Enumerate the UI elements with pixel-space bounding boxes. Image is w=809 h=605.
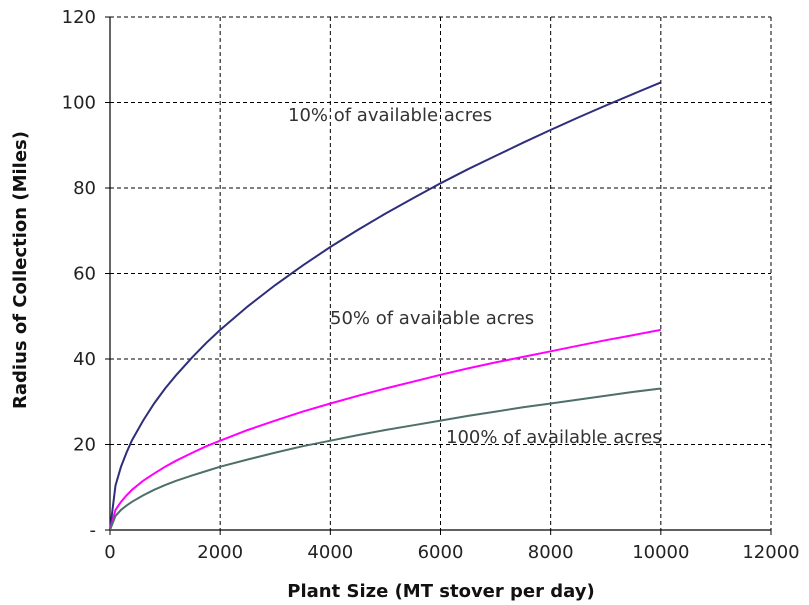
x-tick-label: 12000 [742,542,799,563]
x-tick-label: 6000 [418,542,464,563]
annotation-50-percent: 50% of available acres [330,308,534,329]
y-tick-label: 20 [73,435,96,456]
series-layer [109,81,662,531]
y-tick-label: 60 [73,264,96,285]
grid-layer [110,16,772,530]
series-line-100-percent [109,387,661,531]
y-tick-label: - [90,520,97,541]
y-tick-label: 80 [73,178,96,199]
x-tick-label: 10000 [632,542,689,563]
series-line-50-percent [109,328,661,531]
series-line-10-percent [109,81,662,531]
x-tick-label: 2000 [197,542,243,563]
x-tick-label: 0 [104,542,115,563]
annotation-100-percent: 100% of available acres [446,427,662,448]
y-axis-title: Radius of Collection (Miles) [10,131,31,409]
y-tick-label: 100 [62,93,96,114]
x-tick-label: 8000 [528,542,574,563]
tick-layer: 0 2000 4000 6000 8000 10000 12000 - 20 40 60 80 100 1… [62,7,800,563]
x-tick-label: 4000 [307,542,353,563]
annotation-layer: 10% of available acres 50% of available a… [288,105,662,448]
y-tick-label: 120 [62,7,96,28]
y-tick-label: 40 [73,349,96,370]
x-axis-title: Plant Size (MT stover per day) [287,581,594,602]
annotation-10-percent: 10% of available acres [288,105,492,126]
